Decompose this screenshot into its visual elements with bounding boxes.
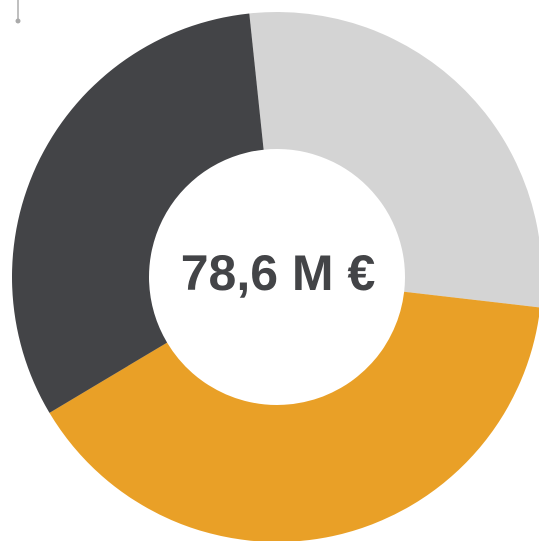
slices: [11, 12, 539, 541]
center-label: 78,6 M €: [181, 245, 376, 301]
donut-slice: [11, 13, 264, 413]
donut-slice: [49, 291, 539, 541]
donut-slice: [249, 12, 539, 308]
decoration-dot: [15, 18, 21, 24]
